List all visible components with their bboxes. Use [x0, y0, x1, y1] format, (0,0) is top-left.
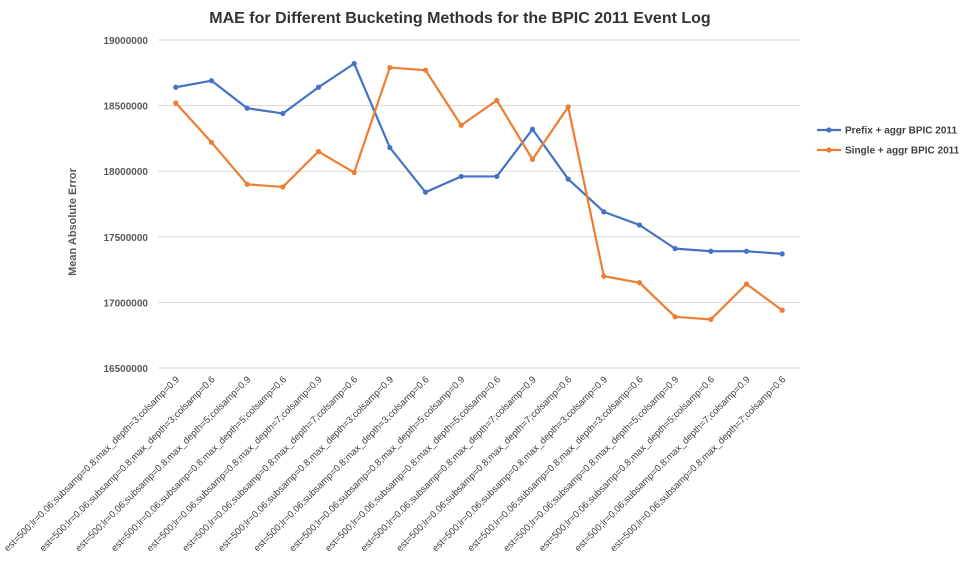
y-axis-title: Mean Absolute Error	[67, 167, 79, 275]
series-0	[173, 61, 785, 257]
data-point	[315, 84, 322, 90]
data-point	[387, 64, 393, 71]
data-point	[529, 156, 536, 162]
y-axis-ticks: 16500000 17000000 17500000 18000000 18500000…	[104, 36, 149, 375]
series-line	[175, 62, 783, 255]
data-point	[458, 173, 464, 180]
x-tick-label: est=500;lr=0.06;subsamp=0.8;max_depth=7;…	[573, 374, 753, 554]
data-point	[315, 148, 322, 155]
data-point	[244, 181, 250, 187]
data-point	[280, 184, 286, 190]
chart-title: MAE for Different Bucketing Methods for …	[209, 10, 710, 27]
y-tick-label: 18000000	[104, 167, 149, 178]
data-point	[173, 100, 179, 106]
data-point	[494, 173, 500, 180]
y-tick-label: 16500000	[104, 364, 149, 375]
data-point	[708, 248, 714, 254]
data-point	[422, 67, 429, 73]
y-tick-label: 19000000	[104, 36, 149, 47]
y-tick-label: 17500000	[104, 233, 149, 244]
data-point	[636, 222, 643, 228]
data-point	[601, 273, 607, 279]
data-point	[779, 307, 785, 313]
data-point	[351, 61, 357, 67]
data-point	[208, 139, 215, 145]
data-point	[672, 246, 678, 252]
legend-item: Single + aggr BPIC 2011	[817, 146, 960, 157]
data-point	[636, 280, 643, 286]
x-tick-label: est=500;lr=0.06;subsamp=0.8;max_depth=7;…	[609, 374, 789, 554]
data-point	[779, 251, 785, 257]
data-point	[173, 84, 179, 90]
data-point	[208, 78, 215, 84]
data-point	[529, 126, 536, 132]
data-point	[458, 122, 464, 128]
legend: Prefix + aggr BPIC 2011 Single + aggr BPI…	[817, 126, 960, 157]
data-point	[422, 189, 429, 195]
data-point	[280, 110, 286, 117]
data-point	[708, 316, 714, 323]
legend-item: Prefix + aggr BPIC 2011	[817, 126, 957, 137]
y-tick-label: 18500000	[104, 102, 149, 113]
y-tick-label: 17000000	[104, 298, 149, 309]
series-1	[173, 64, 785, 323]
data-point	[743, 248, 750, 254]
data-point	[565, 176, 571, 182]
x-axis-tick-labels: est=500;lr=0.06;subsamp=0.8;max_depth=3;…	[2, 374, 788, 554]
legend-marker	[826, 127, 832, 133]
legend-label: Single + aggr BPIC 2011	[845, 146, 960, 157]
data-point	[743, 281, 750, 287]
data-point	[244, 105, 250, 111]
series-line	[175, 66, 783, 321]
data-point	[494, 97, 500, 103]
data-point	[672, 314, 678, 320]
data-point	[351, 169, 357, 176]
legend-marker	[826, 147, 832, 153]
series-lines	[173, 61, 785, 323]
gridlines	[158, 39, 800, 369]
data-point	[601, 209, 607, 215]
legend-label: Prefix + aggr BPIC 2011	[845, 126, 957, 137]
data-point	[387, 144, 393, 151]
data-point	[565, 104, 571, 110]
